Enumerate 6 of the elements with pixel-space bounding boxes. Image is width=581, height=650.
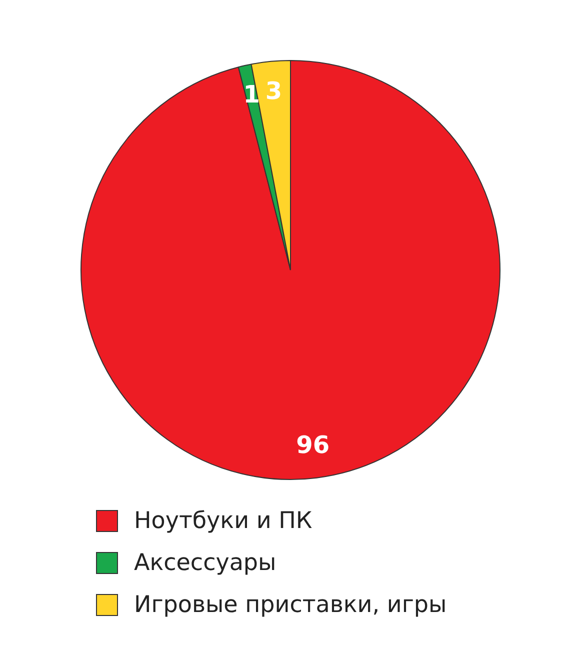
data-label: 96 (296, 430, 330, 459)
legend-label: Игровые приставки, игры (134, 592, 447, 618)
legend-label: Ноутбуки и ПК (134, 508, 312, 534)
legend-label: Аксессуары (134, 550, 276, 576)
data-label: 1 (243, 80, 260, 108)
data-label: 3 (265, 76, 282, 105)
